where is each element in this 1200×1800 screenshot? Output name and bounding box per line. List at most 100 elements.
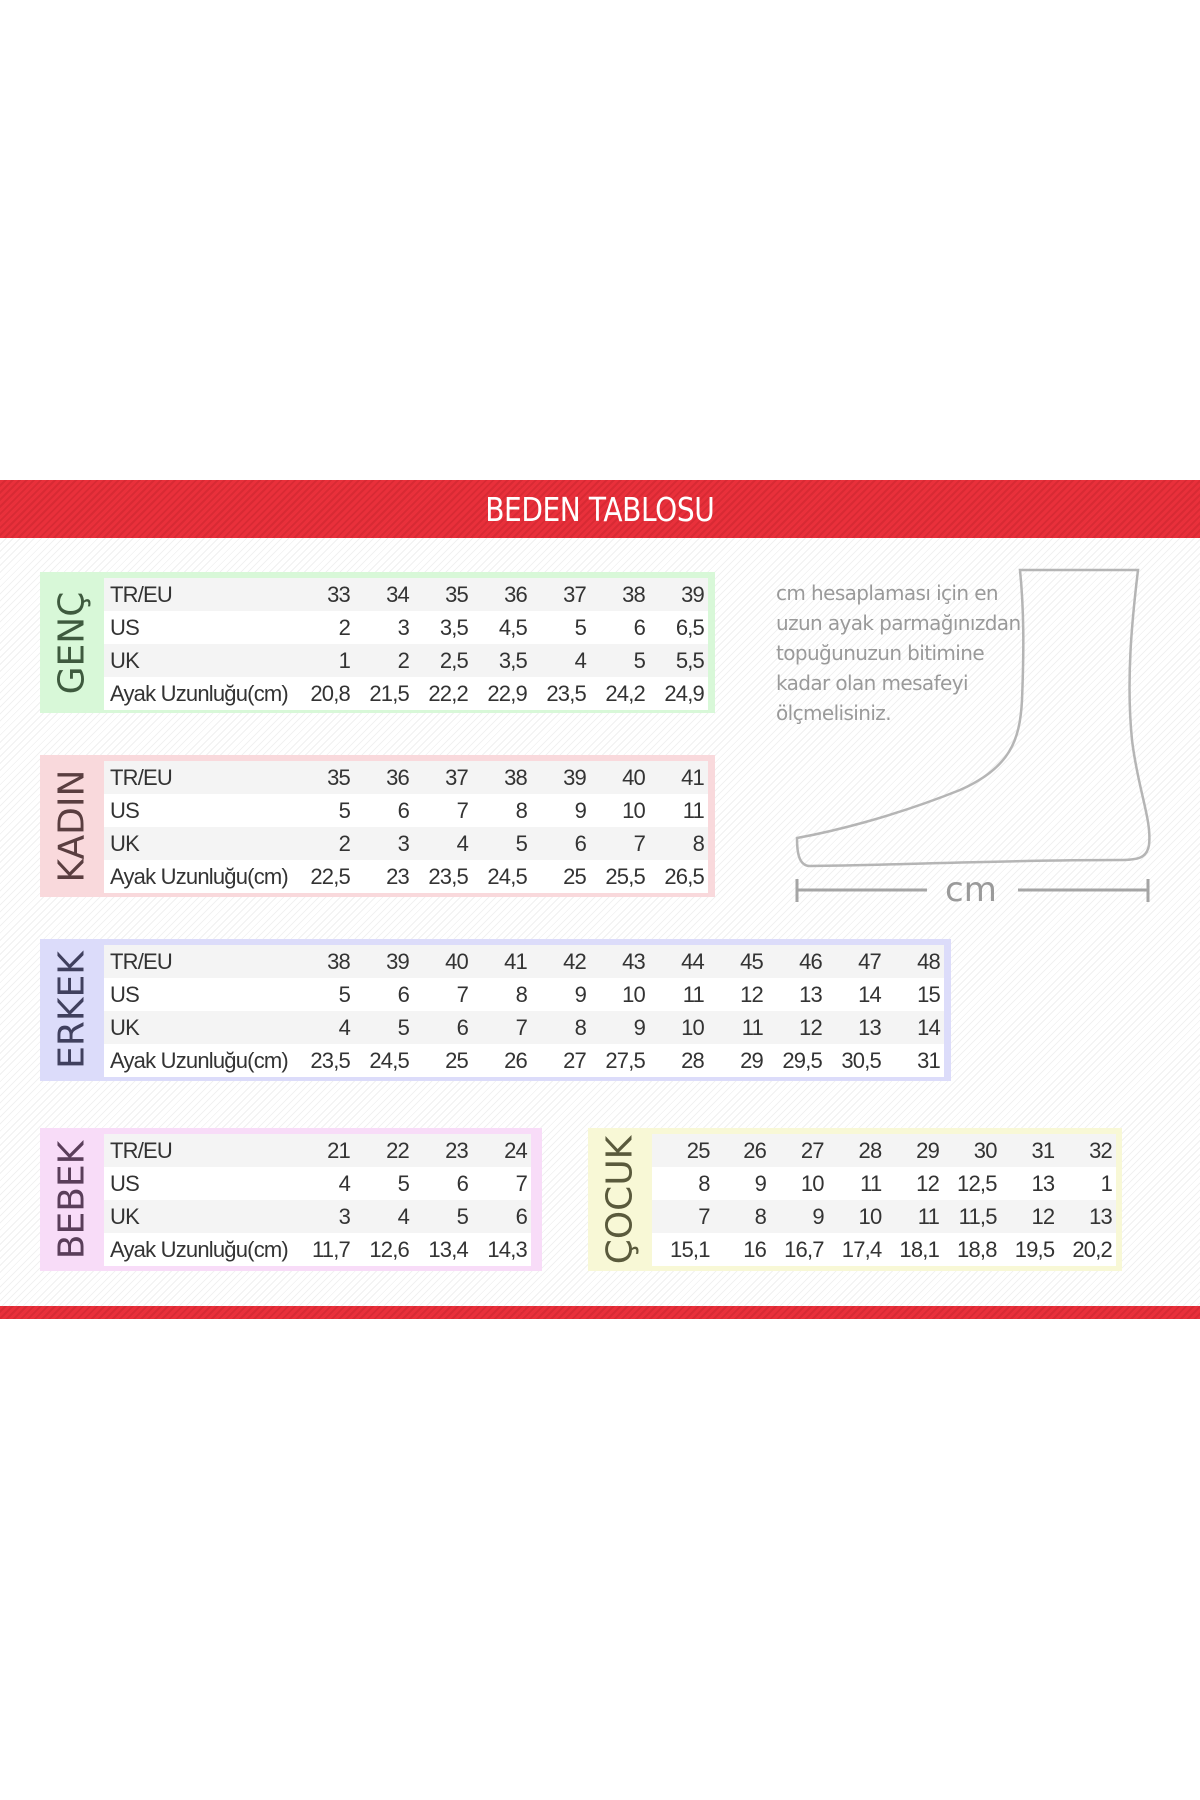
- table-cell: 38: [586, 578, 646, 611]
- row-label: UK: [104, 1200, 291, 1233]
- size-table: TR/EU 38 39 40 41 42 43 44 45 46 47 48 US 5 6 7 8 9 10 11 12…: [104, 945, 944, 1077]
- table-cell: 4: [291, 1011, 351, 1044]
- table-cell: 4: [291, 1167, 351, 1200]
- table-cell: 5,5: [645, 644, 708, 677]
- table-row: Ayak Uzunluğu(cm) 23,5 24,5 25 26 27 27,5 28 29 2…: [104, 1044, 944, 1077]
- table-cell: 5: [350, 1011, 410, 1044]
- row-label: US: [104, 1167, 291, 1200]
- table-cell: 15,1: [652, 1233, 710, 1266]
- row-label: TR/EU: [104, 578, 291, 611]
- table-row: UK 1 2 2,5 3,5 4 5 5,5: [104, 644, 708, 677]
- table-cell: 7: [652, 1200, 710, 1233]
- table-cell: 35: [409, 578, 469, 611]
- table-row: UK 2 3 4 5 6 7 8: [104, 827, 708, 860]
- table-cell: 39: [350, 945, 410, 978]
- table-cell: 12: [996, 1200, 1055, 1233]
- table-cell: 22,9: [468, 677, 528, 710]
- size-table-cocuk: ÇOCUK 25 26 27 28 29 30 31 32 8 9 10 11 12 12,5 13 1 7 8 9 1…: [588, 1128, 1122, 1271]
- table-cell: 12: [763, 1011, 823, 1044]
- table-cell: 37: [409, 761, 469, 794]
- table-cell: 7: [409, 794, 469, 827]
- row-label: Ayak Uzunluğu(cm): [104, 1233, 291, 1266]
- table-cell: 11: [645, 978, 705, 1011]
- row-label: US: [104, 978, 291, 1011]
- table-cell: 20,8: [291, 677, 351, 710]
- table-cell: 39: [645, 578, 708, 611]
- table-cell: 11: [645, 794, 708, 827]
- size-table-bebek: BEBEK TR/EU 21 22 23 24 US 4 5 6 7 UK 3 4 5 6 Ayak Uzunl…: [40, 1128, 542, 1271]
- table-cell: 22: [350, 1134, 410, 1167]
- size-table-genc: GENÇ TR/EU 33 34 35 36 37 38 39 US 2 3 3,5 4,5 5 6 6,5 UK…: [40, 572, 715, 713]
- row-label: TR/EU: [104, 1134, 291, 1167]
- table-cell: 11: [704, 1011, 764, 1044]
- table-cell: 27: [527, 1044, 587, 1077]
- table-cell: 46: [763, 945, 823, 978]
- table-cell: 3,5: [468, 644, 528, 677]
- table-cell: 17,4: [823, 1233, 882, 1266]
- table-cell: 21: [291, 1134, 351, 1167]
- row-label: TR/EU: [104, 945, 291, 978]
- table-cell: 28: [823, 1134, 882, 1167]
- table-cell: 43: [586, 945, 646, 978]
- table-cell: 24,5: [350, 1044, 410, 1077]
- table-row: 7 8 9 10 11 11,5 12 13: [652, 1200, 1116, 1233]
- table-cell: 6: [586, 611, 646, 644]
- table-cell: 5: [409, 1200, 469, 1233]
- table-row: UK 3 4 5 6: [104, 1200, 531, 1233]
- table-cell: 48: [881, 945, 944, 978]
- table-row: TR/EU 38 39 40 41 42 43 44 45 46 47 48: [104, 945, 944, 978]
- table-cell: 2,5: [409, 644, 469, 677]
- table-cell: 23: [350, 860, 410, 893]
- table-cell: 39: [527, 761, 587, 794]
- table-cell: 29: [704, 1044, 764, 1077]
- table-cell: 25,5: [586, 860, 646, 893]
- table-row: 25 26 27 28 29 30 31 32: [652, 1134, 1116, 1167]
- table-cell: 23,5: [409, 860, 469, 893]
- table-cell: 5: [586, 644, 646, 677]
- row-label: Ayak Uzunluğu(cm): [104, 860, 291, 893]
- measurement-note: cm hesaplaması için en uzun ayak parmağı…: [776, 578, 1021, 728]
- table-cell: 19,5: [996, 1233, 1055, 1266]
- table-cell: 11,5: [939, 1200, 997, 1233]
- note-line: topuğunuzun bitimine: [776, 641, 985, 665]
- table-cell: 2: [350, 644, 410, 677]
- table-cell: 5: [468, 827, 528, 860]
- table-cell: 18,8: [939, 1233, 997, 1266]
- table-cell: 26: [709, 1134, 767, 1167]
- table-cell: 41: [645, 761, 708, 794]
- table-cell: 24,2: [586, 677, 646, 710]
- table-cell: 9: [527, 794, 587, 827]
- table-cell: 1: [1054, 1167, 1116, 1200]
- table-cell: 47: [822, 945, 882, 978]
- table-cell: 13: [763, 978, 823, 1011]
- table-cell: 6: [350, 978, 410, 1011]
- table-cell: 13: [996, 1167, 1055, 1200]
- table-cell: 22,5: [291, 860, 351, 893]
- table-cell: 21,5: [350, 677, 410, 710]
- table-cell: 11,7: [291, 1233, 351, 1266]
- table-cell: 36: [350, 761, 410, 794]
- row-label: US: [104, 611, 291, 644]
- table-cell: 12: [704, 978, 764, 1011]
- table-cell: 8: [709, 1200, 767, 1233]
- table-row: 15,1 16 16,7 17,4 18,1 18,8 19,5 20,2: [652, 1233, 1116, 1266]
- table-cell: 24: [468, 1134, 531, 1167]
- size-table: TR/EU 21 22 23 24 US 4 5 6 7 UK 3 4 5 6 Ayak Uzunluğu(c…: [104, 1134, 531, 1266]
- table-cell: 34: [350, 578, 410, 611]
- size-table-erkek: ERKEK TR/EU 38 39 40 41 42 43 44 45 46 47 48 US 5 6 7 8 9 1…: [40, 939, 951, 1081]
- table-row: Ayak Uzunluğu(cm) 20,8 21,5 22,2 22,9 23,5 24,…: [104, 677, 708, 710]
- table-cell: 25: [527, 860, 587, 893]
- table-cell: 9: [766, 1200, 825, 1233]
- table-cell: 1: [291, 644, 351, 677]
- row-label: UK: [104, 827, 291, 860]
- row-label: TR/EU: [104, 761, 291, 794]
- table-cell: 12: [881, 1167, 940, 1200]
- table-cell: 6,5: [645, 611, 708, 644]
- table-cell: 9: [527, 978, 587, 1011]
- table-cell: 38: [291, 945, 351, 978]
- table-cell: 33: [291, 578, 351, 611]
- table-row: TR/EU 33 34 35 36 37 38 39: [104, 578, 708, 611]
- table-cell: 8: [652, 1167, 710, 1200]
- table-row: Ayak Uzunluğu(cm) 22,5 23 23,5 24,5 25 25,5 26,…: [104, 860, 708, 893]
